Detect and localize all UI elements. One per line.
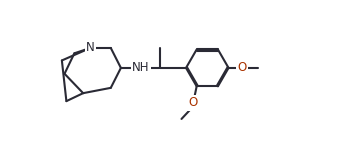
Text: N: N	[86, 41, 95, 55]
Text: O: O	[189, 97, 198, 109]
Text: NH: NH	[132, 61, 149, 74]
Text: O: O	[237, 61, 246, 74]
